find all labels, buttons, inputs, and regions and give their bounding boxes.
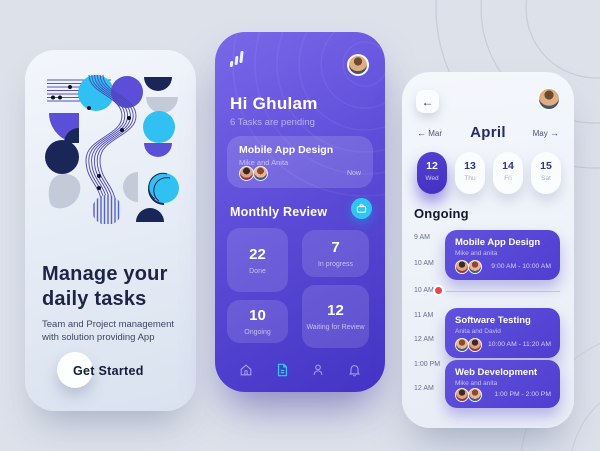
time-label: 10 AM [414,260,434,267]
event-time: 10:00 AM - 11:20 AM [488,341,551,348]
avatar [468,260,483,274]
document-icon[interactable] [276,363,289,377]
task-people: Mike and Anita [239,158,289,167]
event-time: 1:00 PM - 2:00 PM [494,391,551,398]
event-people: Mike and anita [455,250,498,257]
stat-value: 10 [249,307,266,324]
abstract-illustration [45,74,179,224]
time-label: 12 AM [414,336,434,343]
avatar [455,338,469,352]
event-people: Mike and anita [455,380,498,387]
day-pill-12-wed[interactable]: 12 Wed [417,152,447,194]
tasks-screen: Hi Ghulam 6 Tasks are pending Mobile App… [215,32,385,392]
day-name: Thu [464,175,476,182]
task-time-label: Now [346,170,361,177]
ripple-arcs [232,32,385,197]
event-title: Software Testing [455,315,531,326]
event-card-mobile-app-design[interactable]: Mobile App Design Mike and anita 9:00 AM… [445,230,560,280]
task-title: Mobile App Design [239,144,334,156]
current-time-dot [435,287,442,294]
arrow-right-icon: → [550,128,559,138]
intro-title: Manage your daily tasks [42,263,168,310]
prev-month-label: Mar [428,129,443,138]
day-name: Sat [541,175,551,182]
cta-circle [57,352,93,388]
stat-value: 12 [327,302,344,319]
arrow-left-icon: ← [417,128,426,138]
stat-done[interactable]: 22 Done [227,228,288,292]
day-pill-13-thu[interactable]: 13 Thu [455,152,485,194]
day-pill-15-sat[interactable]: 15 Sat [531,152,561,194]
event-card-web-development[interactable]: Web Development Mike and anita 1:00 PM -… [445,360,560,408]
avatar [455,260,469,274]
monthly-review-title: Monthly Review [230,205,328,219]
event-avatars [455,260,483,274]
ongoing-title: Ongoing [414,206,469,221]
stat-ongoing[interactable]: 10 Ongoing [227,300,288,343]
stat-label: Waiting for Review [306,324,365,331]
stat-label: Ongoing [244,329,271,336]
event-title: Mobile App Design [455,237,541,248]
avatar [239,166,254,181]
time-label: 12 AM [414,385,434,392]
avatar [468,388,483,402]
briefcase-button[interactable] [351,198,372,219]
avatar [455,388,469,402]
next-month-label: May [532,129,548,138]
time-label: 9 AM [414,234,430,241]
stat-waiting[interactable]: 12 Waiting for Review [302,285,369,348]
stat-in-progress[interactable]: 7 In progress [302,230,369,277]
profile-avatar[interactable] [347,54,369,76]
stat-value: 7 [331,239,340,256]
time-label: 10 AM [414,287,434,294]
calendar-screen: ← April ← Mar May → 12 Wed 13 Thu 14 Fri [402,72,574,428]
bell-icon[interactable] [348,363,361,377]
event-people: Anita and David [455,328,501,335]
day-date: 15 [540,160,552,172]
intro-card: Manage your daily tasks Team and Project… [25,50,196,411]
current-month-label: April [470,124,506,141]
prev-month-button[interactable]: ← Mar [417,128,442,138]
event-avatars [455,388,483,402]
profile-avatar[interactable] [538,88,560,110]
day-date: 13 [464,160,476,172]
get-started-button[interactable]: Get Started [57,352,177,392]
day-date: 12 [426,160,438,172]
day-date: 14 [502,160,514,172]
time-label: 11 AM [414,312,434,319]
back-arrow-icon: ← [421,94,434,109]
stat-value: 22 [249,245,266,263]
bar-chart-icon [229,51,250,68]
day-name: Wed [425,175,439,182]
cta-label: Get Started [73,364,144,378]
current-time-line [446,290,560,292]
avatar [468,338,483,352]
event-title: Web Development [455,367,538,378]
stat-label: In progress [317,261,354,268]
profile-icon[interactable] [311,363,325,377]
current-task-card[interactable]: Mobile App Design Mike and Anita Now [227,136,373,188]
time-label: 1:00 PM [414,361,441,368]
event-time: 9:00 AM - 10:00 AM [491,263,551,270]
event-card-software-testing[interactable]: Software Testing Anita and David 10:00 A… [445,308,560,358]
pending-tasks-text: 6 Tasks are pending [230,117,315,128]
day-pill-14-fri[interactable]: 14 Fri [493,152,523,194]
next-month-button[interactable]: May → [533,128,559,138]
event-avatars [455,338,483,352]
day-name: Fri [504,175,512,182]
back-button[interactable]: ← [416,90,439,113]
intro-subtitle: Team and Project management with solutio… [42,319,175,343]
briefcase-icon [356,204,367,213]
task-avatars [239,166,269,181]
stat-label: Done [249,267,266,275]
avatar [253,166,269,181]
home-icon[interactable] [239,363,253,377]
greeting-title: Hi Ghulam [230,94,318,113]
bottom-nav [215,348,385,392]
